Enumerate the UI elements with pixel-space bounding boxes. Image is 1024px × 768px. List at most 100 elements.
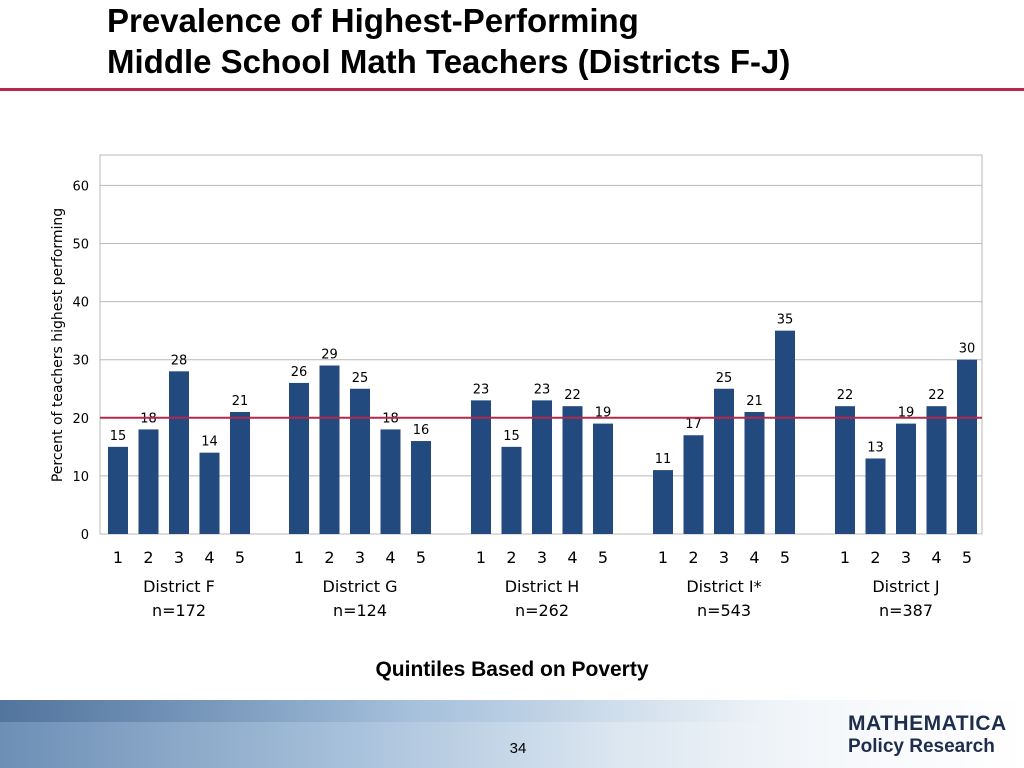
x-tick-label: 4 [931,548,941,567]
y-tick-label: 40 [72,296,89,311]
data-label: 29 [321,348,338,363]
bar [319,365,340,534]
footer-band [0,700,1024,768]
data-label: 15 [503,429,520,444]
y-tick-label: 20 [72,412,89,427]
x-tick-label: 4 [204,548,214,567]
bar [411,441,431,534]
bar [108,446,128,534]
group-label: District F [143,577,215,596]
bar [896,423,916,534]
x-tick-label: 2 [143,548,153,567]
data-label: 35 [777,313,794,328]
x-tick-label: 4 [567,548,577,567]
x-tick-label: 2 [506,548,516,567]
y-tick-label: 0 [81,528,89,543]
data-label: 23 [473,382,490,397]
data-label: 13 [867,440,884,455]
x-tick-label: 5 [416,548,426,567]
group-n-label: n=172 [152,601,206,620]
title-divider [0,88,1024,91]
data-label: 18 [140,411,157,426]
x-tick-label: 2 [870,548,880,567]
data-label: 15 [110,429,127,444]
bar [471,400,491,534]
y-tick-label: 10 [72,470,89,485]
group-label: District I* [686,577,761,596]
data-label: 17 [685,417,702,432]
y-tick-label: 30 [72,354,89,369]
x-tick-label: 4 [385,548,395,567]
bar [714,388,734,534]
data-label: 18 [382,411,399,426]
group-n-label: n=124 [333,601,387,620]
x-tick-label: 5 [780,548,790,567]
x-tick-label: 2 [688,548,698,567]
x-tick-label: 1 [840,548,850,567]
bar [350,388,370,534]
group-label: District H [505,577,580,596]
group-n-label: n=543 [697,601,751,620]
x-tick-label: 3 [537,548,547,567]
data-label: 14 [201,435,218,450]
bar [169,371,189,534]
bar [865,458,886,534]
page-number: 34 [509,740,527,757]
bar [562,406,583,534]
bar [957,359,977,534]
bar [775,330,795,534]
y-tick-label: 60 [72,179,89,194]
data-label: 23 [534,382,551,397]
bar [593,423,613,534]
x-tick-label: 5 [598,548,608,567]
bar [683,435,704,534]
group-n-label: n=387 [879,601,933,620]
data-label: 22 [837,388,854,403]
x-tick-label: 3 [719,548,729,567]
bar [835,406,855,534]
data-label: 21 [746,394,763,409]
x-tick-label: 1 [658,548,668,567]
group-label: District G [323,577,398,596]
logo-line2: Policy Research [848,736,995,757]
bar [653,470,673,534]
group-n-label: n=262 [515,601,569,620]
bar [138,429,159,534]
data-label: 22 [564,388,581,403]
data-label: 30 [959,342,976,357]
data-label: 16 [413,423,430,438]
data-label: 22 [928,388,945,403]
data-label: 25 [716,371,733,386]
bar [744,411,765,534]
y-tick-label: 50 [72,238,89,253]
data-label: 25 [352,371,369,386]
bar [926,406,947,534]
x-tick-label: 3 [901,548,911,567]
data-label: 28 [171,353,188,368]
logo-line1: MATHEMATICA [848,712,1007,735]
x-tick-label: 3 [174,548,184,567]
slide-title-line1: Prevalence of Highest-Performing [107,2,639,39]
slide-title: Prevalence of Highest-Performing Middle … [107,0,1007,82]
x-tick-label: 1 [294,548,304,567]
y-axis-title: Percent of teachers highest performing [50,208,66,482]
data-label: 26 [291,365,308,380]
x-tick-label: 5 [235,548,245,567]
bar [532,400,552,534]
x-tick-label: 1 [476,548,486,567]
x-tick-label: 4 [749,548,759,567]
x-tick-label: 1 [113,548,123,567]
x-tick-label: 3 [355,548,365,567]
mathematica-logo: MATHEMATICA Policy Research [848,712,1014,758]
x-tick-label: 5 [962,548,972,567]
data-label: 11 [655,452,672,467]
slide-title-line2: Middle School Math Teachers (Districts F… [107,43,791,80]
bar-chart: 0 10 20 30 40 50 60 Percent of teachers highest… [50,154,983,620]
bar [289,382,309,534]
bar [501,446,522,534]
bar [230,411,250,534]
group-label: District J [872,577,939,596]
data-label: 21 [232,394,249,409]
bar [380,429,401,534]
x-tick-label: 2 [324,548,334,567]
